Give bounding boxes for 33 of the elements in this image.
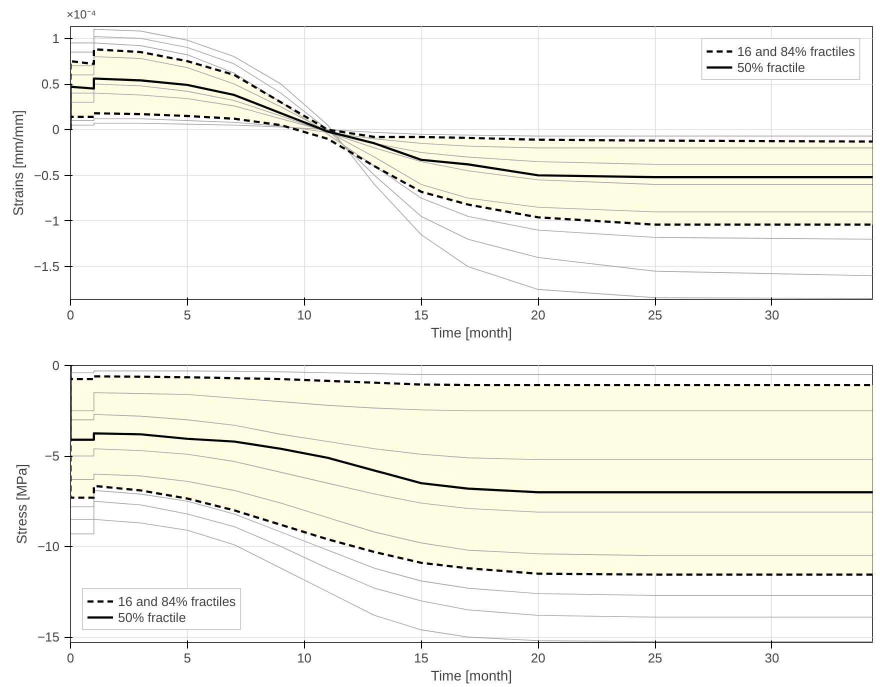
legend-label: 16 and 84% fractiles — [118, 593, 236, 609]
y-tick-label: −10 — [37, 539, 60, 554]
y-tick-label: −1.5 — [34, 259, 60, 274]
x-axis-title: Time [month] — [430, 324, 512, 340]
x-tick-label: 15 — [414, 308, 428, 322]
x-axis-title: Time [month] — [430, 668, 512, 684]
x-tick-label: 0 — [66, 650, 74, 666]
y-tick-label: −15 — [37, 630, 60, 645]
legend-label: 50% fractile — [118, 609, 186, 625]
x-tick-label: 5 — [184, 650, 192, 666]
y-tick-label: −1 — [44, 213, 60, 228]
x-tick-label: 20 — [530, 308, 546, 322]
x-tick-label: 0 — [66, 308, 74, 322]
y-tick-label: 0 — [52, 122, 60, 138]
x-tick-label: 10 — [297, 308, 312, 322]
y-tick-label: −5 — [44, 448, 60, 464]
x-tick-label: 10 — [297, 650, 312, 666]
y-tick-label: 0 — [52, 358, 60, 373]
y-tick-label: 1 — [52, 30, 60, 46]
x-tick-label: 20 — [530, 650, 546, 666]
x-tick-label: 30 — [764, 650, 780, 666]
x-tick-label: 25 — [648, 650, 662, 666]
legend-label: 50% fractile — [737, 59, 806, 75]
y-axis-title: Strains [mm/mm] — [10, 110, 26, 216]
y-axis-title: Stress [MPa] — [13, 464, 30, 544]
text: ×10⁻⁴ — [66, 8, 96, 22]
y-tick-label: 0.5 — [41, 76, 60, 92]
y-tick-label: −0.5 — [34, 168, 60, 183]
legend-label: 16 and 84% fractiles — [737, 43, 855, 59]
x-tick-label: 30 — [764, 308, 780, 322]
x-tick-label: 15 — [414, 650, 428, 666]
x-tick-label: 25 — [648, 308, 662, 322]
x-tick-label: 5 — [184, 308, 192, 322]
